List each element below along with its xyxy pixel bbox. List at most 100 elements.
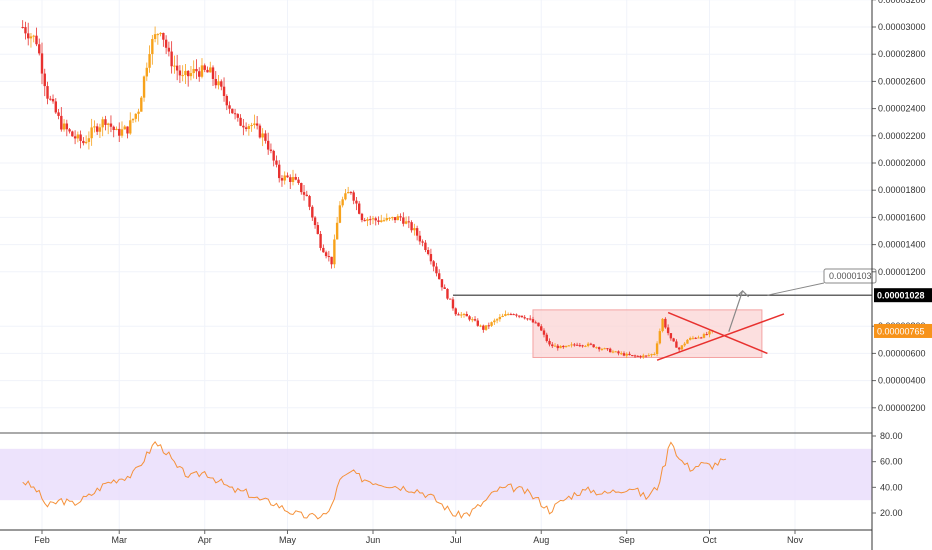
time-tick-label: Apr — [198, 535, 212, 545]
candle-body — [355, 200, 358, 204]
candle-body — [349, 192, 353, 194]
candle-body — [341, 199, 344, 206]
candle-body — [597, 347, 601, 350]
time-tick-label: May — [279, 535, 297, 545]
target-callout-box — [823, 268, 877, 284]
candle-body — [51, 98, 55, 102]
candle-body — [432, 261, 435, 267]
candle-body — [487, 325, 491, 327]
candle-body — [440, 279, 444, 288]
candle-body — [548, 340, 551, 345]
candle-body — [426, 250, 430, 255]
candle-body — [655, 343, 659, 354]
candle-body — [523, 317, 526, 319]
rsi-tick-label: 20.00 — [880, 508, 903, 518]
candle-body — [170, 51, 173, 67]
candle-body — [305, 194, 308, 197]
candle-body — [21, 27, 24, 28]
candle-body — [611, 351, 615, 353]
candle-body — [142, 76, 146, 98]
candle-body — [134, 113, 137, 119]
candle-body — [264, 133, 267, 141]
candle-body — [330, 256, 333, 265]
candle-body — [324, 252, 328, 257]
candle-body — [308, 196, 311, 207]
time-axis[interactable]: Feb Mar Apr May Jun Jul Aug Sep Oct Nov — [0, 529, 872, 545]
candle-body — [338, 205, 342, 223]
candle-body — [57, 112, 60, 116]
candle-body — [686, 339, 689, 344]
candle-body — [449, 298, 452, 300]
candle-body — [156, 34, 160, 36]
candle-body — [429, 254, 433, 262]
candle-body — [247, 126, 251, 129]
candle-body — [628, 353, 631, 356]
time-tick-label: Jun — [366, 535, 381, 545]
candle-body — [137, 111, 140, 114]
rsi-tick-label: 60.00 — [880, 457, 903, 467]
candle-body — [653, 353, 656, 355]
candle-body — [493, 320, 496, 323]
rsi-axis[interactable]: 80.00 60.00 40.00 20.00 — [872, 431, 903, 518]
candle-body — [437, 273, 441, 280]
candle-body — [131, 118, 135, 121]
candle-body — [697, 337, 700, 339]
candle-body — [220, 81, 223, 87]
price-tick-label: 0.00000600 — [878, 348, 926, 358]
candle-body — [675, 341, 678, 348]
candle-body — [313, 217, 317, 226]
candle-body — [592, 344, 595, 348]
candle-body — [584, 345, 587, 347]
price-tick-label: 0.00001600 — [878, 212, 926, 222]
candle-body — [289, 177, 292, 182]
rsi-band — [0, 448, 872, 501]
candle-body — [639, 355, 642, 358]
consolidation-zone — [532, 309, 763, 358]
candle-body — [650, 354, 653, 356]
candle-body — [471, 319, 474, 321]
candle-body — [410, 222, 413, 231]
candle-body — [175, 65, 179, 71]
candle-body — [647, 355, 651, 357]
candle-body — [622, 353, 626, 356]
candle-body — [512, 314, 515, 316]
resistance-price-label: 0.00001028 — [877, 291, 925, 301]
candle-body — [559, 345, 562, 349]
candle-body — [120, 129, 124, 136]
candle-body — [87, 138, 91, 142]
candle-body — [570, 344, 573, 346]
candle-body — [71, 131, 74, 137]
drawing-overlays: 0.0000103 — [452, 268, 877, 361]
price-axis[interactable]: 0.00003200 0.00003000 0.00002800 0.00002600… — [871, 0, 926, 550]
candle-body — [244, 127, 248, 129]
candle-body — [283, 175, 286, 181]
candle-body — [633, 355, 637, 357]
candle-body — [236, 114, 240, 118]
resistance-trendline — [667, 311, 768, 355]
price-tick-label: 0.00002200 — [878, 131, 926, 141]
candle-body — [603, 348, 606, 350]
candle-body — [688, 337, 692, 340]
candle-body — [82, 140, 85, 144]
candle-body — [402, 217, 405, 224]
candle-body — [517, 315, 521, 317]
candle-body — [551, 344, 554, 347]
candle-body — [498, 317, 502, 320]
candle-body — [625, 353, 628, 356]
candle-body — [322, 247, 325, 253]
candle-body — [672, 338, 675, 342]
candle-body — [669, 333, 673, 339]
time-tick-label: Nov — [787, 535, 804, 545]
candle-body — [140, 97, 143, 112]
candle-body — [198, 71, 201, 77]
candle-body — [369, 219, 372, 221]
candle-body — [327, 256, 331, 258]
price-tick-label: 0.00003000 — [878, 22, 926, 32]
candle-body — [691, 337, 695, 339]
candle-body — [40, 53, 44, 74]
candle-body — [167, 47, 171, 52]
target-callout-label: 0.0000103 — [829, 271, 872, 281]
candle-body — [677, 347, 681, 350]
candle-body — [24, 27, 27, 34]
